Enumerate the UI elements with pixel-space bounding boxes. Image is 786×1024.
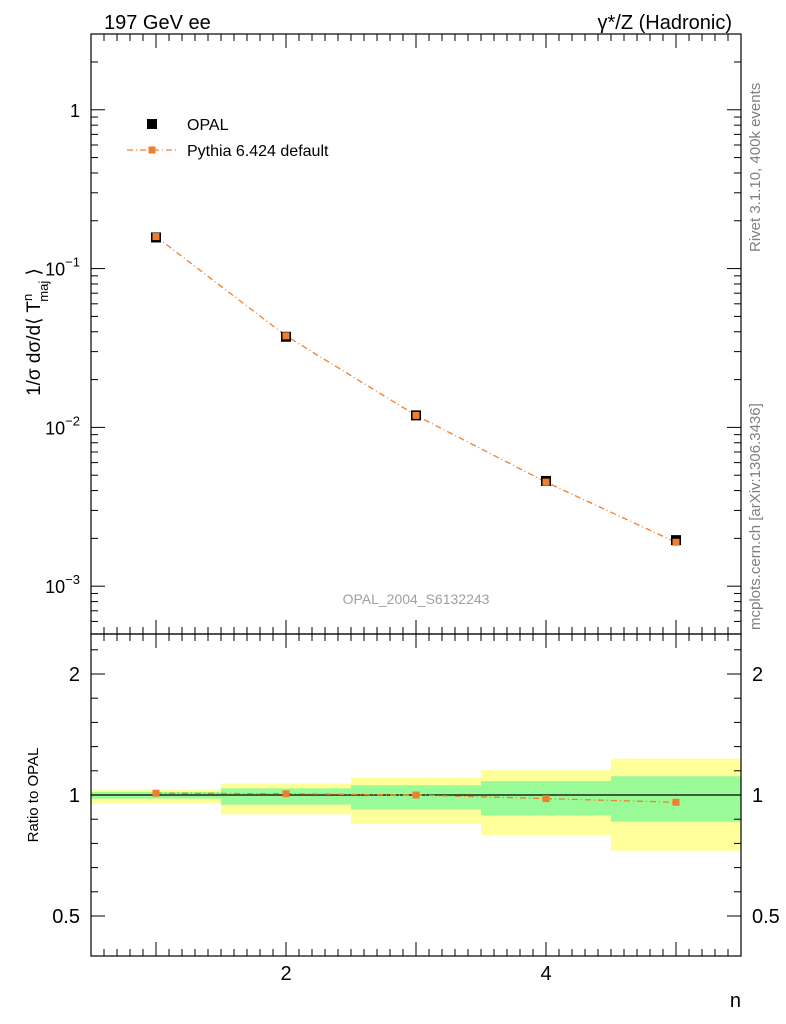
- legend: OPAL Pythia 6.424 default: [127, 117, 329, 160]
- main-y-tick-label: 1: [70, 101, 80, 121]
- main-y-axis-label: 1/σ dσ/d⟨ Tnmaj ⟩: [20, 268, 51, 396]
- main-plot-panel: OPAL_2004_S6132243 10−3 10−2 10−1 1 1/σ dσ/…: [20, 33, 742, 635]
- pythia-line: [155, 236, 677, 543]
- legend-label-pythia: Pythia 6.424 default: [187, 143, 329, 160]
- ratio-pythia-point: [672, 798, 680, 806]
- x-axis-label: n: [730, 990, 741, 1012]
- ratio-pythia-point: [282, 790, 290, 798]
- pythia-data-point: [672, 538, 680, 546]
- ratio-y-tick-label-right: 0.5: [752, 906, 780, 928]
- ratio-y-tick-labels: 0.5 0.5 1 1 2 2: [52, 664, 780, 928]
- main-y-tick-labels: 10−3 10−2 10−1 1: [45, 101, 80, 597]
- ratio-y-axis-label: Ratio to OPAL: [25, 748, 42, 843]
- ratio-pythia-point: [152, 789, 160, 797]
- ratio-uncertainty-bands: [91, 758, 741, 851]
- ratio-series: [152, 789, 680, 806]
- rivet-version-label: Rivet 3.1.10, 400k events: [747, 83, 764, 252]
- legend-marker-pythia: [148, 146, 156, 154]
- ratio-y-tick-label-right: 2: [752, 664, 763, 686]
- pythia-data-point: [412, 411, 420, 419]
- main-ticks: [91, 33, 741, 635]
- pythia-data-point: [282, 332, 290, 340]
- header-right-title: γ*/Z (Hadronic): [598, 12, 732, 34]
- main-series: [151, 232, 681, 546]
- pythia-data-point: [542, 478, 550, 486]
- svg-text:1/σ dσ/d⟨ Tnmaj ⟩: 1/σ dσ/d⟨ Tnmaj ⟩: [20, 268, 51, 396]
- pythia-data-point: [152, 233, 160, 241]
- header-left-title: 197 GeV ee: [104, 12, 211, 34]
- ratio-plot-frame: [90, 633, 742, 957]
- main-y-tick-label: 10−3: [45, 572, 80, 597]
- legend-label-opal: OPAL: [187, 117, 229, 134]
- ratio-y-tick-label-left: 0.5: [52, 906, 80, 928]
- ratio-y-tick-label-left: 1: [69, 785, 80, 807]
- main-y-tick-label: 10−1: [45, 255, 80, 280]
- x-tick-label: 2: [280, 963, 291, 985]
- ratio-pythia-point: [412, 791, 420, 799]
- ratio-pythia-point: [542, 795, 550, 803]
- ratio-y-tick-label-left: 2: [69, 664, 80, 686]
- mcplots-label: mcplots.cern.ch [arXiv:1306.3436]: [747, 403, 764, 630]
- watermark-analysis-id: OPAL_2004_S6132243: [343, 591, 490, 607]
- legend-marker-opal: [147, 119, 157, 129]
- ratio-y-tick-label-right: 1: [752, 785, 763, 807]
- main-y-tick-label: 10−2: [45, 413, 80, 438]
- x-tick-label: 4: [540, 963, 551, 985]
- ratio-ticks: [91, 634, 741, 956]
